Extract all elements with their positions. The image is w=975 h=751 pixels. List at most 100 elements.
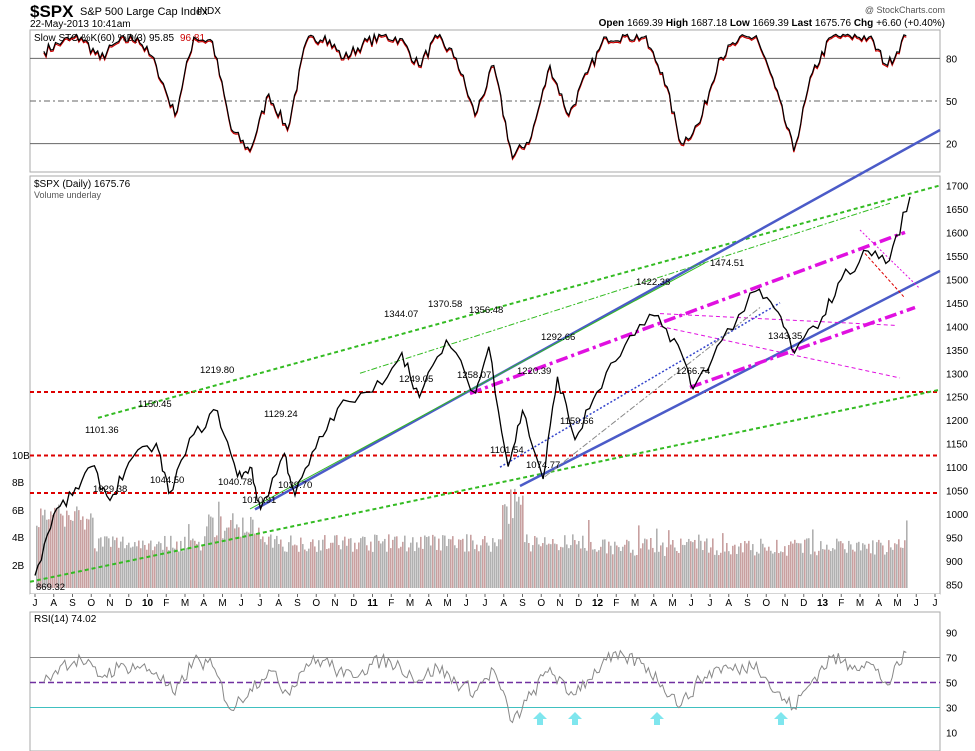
volume-bar bbox=[492, 538, 494, 588]
volume-bar bbox=[644, 538, 646, 588]
price-volume-legend: Volume underlay bbox=[34, 190, 102, 200]
price-annotation-1370.58: 1370.58 bbox=[428, 299, 462, 310]
volume-bar bbox=[886, 552, 888, 588]
volume-bar bbox=[732, 545, 734, 588]
volume-bar bbox=[194, 540, 196, 588]
volume-bar bbox=[520, 504, 522, 588]
volume-bar bbox=[836, 538, 838, 588]
volume-bar bbox=[582, 535, 584, 588]
volume-bar bbox=[154, 546, 156, 588]
volume-bar bbox=[816, 555, 818, 588]
volume-bar bbox=[604, 539, 606, 588]
volume-bar bbox=[810, 554, 812, 588]
volume-bar bbox=[206, 526, 208, 588]
volume-bar bbox=[374, 534, 376, 588]
volume-bar bbox=[790, 541, 792, 588]
volume-bar bbox=[784, 546, 786, 588]
x-tick-label: J bbox=[483, 598, 488, 609]
volume-bar bbox=[720, 552, 722, 588]
chg-value: +6.60 (+0.40%) bbox=[876, 18, 945, 29]
volume-bar bbox=[190, 540, 192, 588]
volume-bar bbox=[168, 550, 170, 588]
volume-bar bbox=[828, 549, 830, 588]
volume-bar bbox=[234, 528, 236, 588]
volume-bar bbox=[494, 542, 496, 588]
volume-bar bbox=[398, 548, 400, 588]
volume-bar bbox=[640, 548, 642, 588]
price-annotation-1101.36: 1101.36 bbox=[85, 425, 119, 436]
volume-bar bbox=[586, 550, 588, 588]
price-y-tick-950: 950 bbox=[946, 534, 963, 545]
volume-bar bbox=[488, 545, 490, 588]
volume-bar bbox=[284, 551, 286, 588]
volume-bar bbox=[542, 543, 544, 588]
volume-bar bbox=[104, 536, 106, 588]
up-arrow-icon bbox=[568, 712, 582, 725]
volume-bar bbox=[702, 550, 704, 588]
volume-bar bbox=[562, 547, 564, 588]
price-annotation-1343.35: 1343.35 bbox=[768, 331, 802, 342]
volume-bar bbox=[326, 549, 328, 588]
volume-bar bbox=[462, 538, 464, 588]
volume-bar bbox=[862, 543, 864, 588]
volume-bar bbox=[240, 536, 242, 588]
rsi-title: RSI(14) 74.02 bbox=[34, 614, 97, 625]
volume-bar bbox=[606, 553, 608, 588]
volume-bar bbox=[822, 549, 824, 588]
volume-bar bbox=[50, 511, 52, 588]
volume-bar bbox=[74, 511, 76, 588]
volume-bar bbox=[588, 519, 590, 588]
volume-bar bbox=[576, 544, 578, 588]
volume-bar bbox=[592, 549, 594, 588]
volume-bar bbox=[296, 545, 298, 588]
volume-bar bbox=[746, 543, 748, 588]
ticker-symbol: $SPX bbox=[30, 2, 74, 21]
volume-bar bbox=[748, 540, 750, 588]
volume-bar bbox=[572, 534, 574, 588]
volume-bar bbox=[264, 542, 266, 588]
price-annotation-869.32: 869.32 bbox=[36, 582, 65, 593]
volume-bar bbox=[70, 519, 72, 588]
volume-bar bbox=[354, 542, 356, 588]
last-value: 1675.76 bbox=[814, 18, 852, 29]
volume-bar bbox=[146, 549, 148, 588]
sto-y-tick-80: 80 bbox=[946, 54, 958, 65]
volume-bar bbox=[772, 553, 774, 588]
volume-bar bbox=[298, 551, 300, 588]
low-label: Low bbox=[729, 18, 750, 29]
price-y-tick-1100: 1100 bbox=[946, 463, 968, 474]
volume-bar bbox=[778, 553, 780, 588]
volume-bar bbox=[344, 536, 346, 588]
volume-bar bbox=[254, 533, 256, 588]
price-annotation-1258.07: 1258.07 bbox=[457, 370, 491, 381]
volume-bar bbox=[700, 540, 702, 588]
volume-bar bbox=[532, 545, 534, 588]
volume-bar bbox=[426, 536, 428, 588]
high-label: High bbox=[665, 18, 689, 29]
volume-bar bbox=[518, 496, 520, 588]
volume-bar bbox=[716, 550, 718, 588]
price-y-tick-1000: 1000 bbox=[946, 510, 969, 521]
volume-bar bbox=[304, 549, 306, 588]
volume-bar bbox=[98, 538, 100, 588]
volume-bar bbox=[786, 555, 788, 588]
x-tick-label: A bbox=[500, 598, 507, 609]
volume-bar bbox=[266, 544, 268, 588]
volume-bar bbox=[560, 546, 562, 588]
volume-bar bbox=[652, 547, 654, 588]
volume-bar bbox=[130, 547, 132, 588]
volume-bar bbox=[648, 549, 650, 588]
volume-bar bbox=[590, 541, 592, 588]
volume-bar bbox=[464, 551, 466, 588]
volume-bar bbox=[330, 542, 332, 588]
volume-bar bbox=[228, 527, 230, 588]
volume-bar bbox=[552, 539, 554, 588]
volume-bar bbox=[216, 535, 218, 588]
volume-bar bbox=[62, 515, 64, 588]
volume-bar bbox=[682, 544, 684, 588]
sto-k-line bbox=[43, 32, 907, 160]
volume-bar bbox=[320, 550, 322, 588]
volume-bar bbox=[428, 536, 430, 588]
volume-bar bbox=[808, 538, 810, 588]
open-value: 1669.39 bbox=[626, 18, 664, 29]
